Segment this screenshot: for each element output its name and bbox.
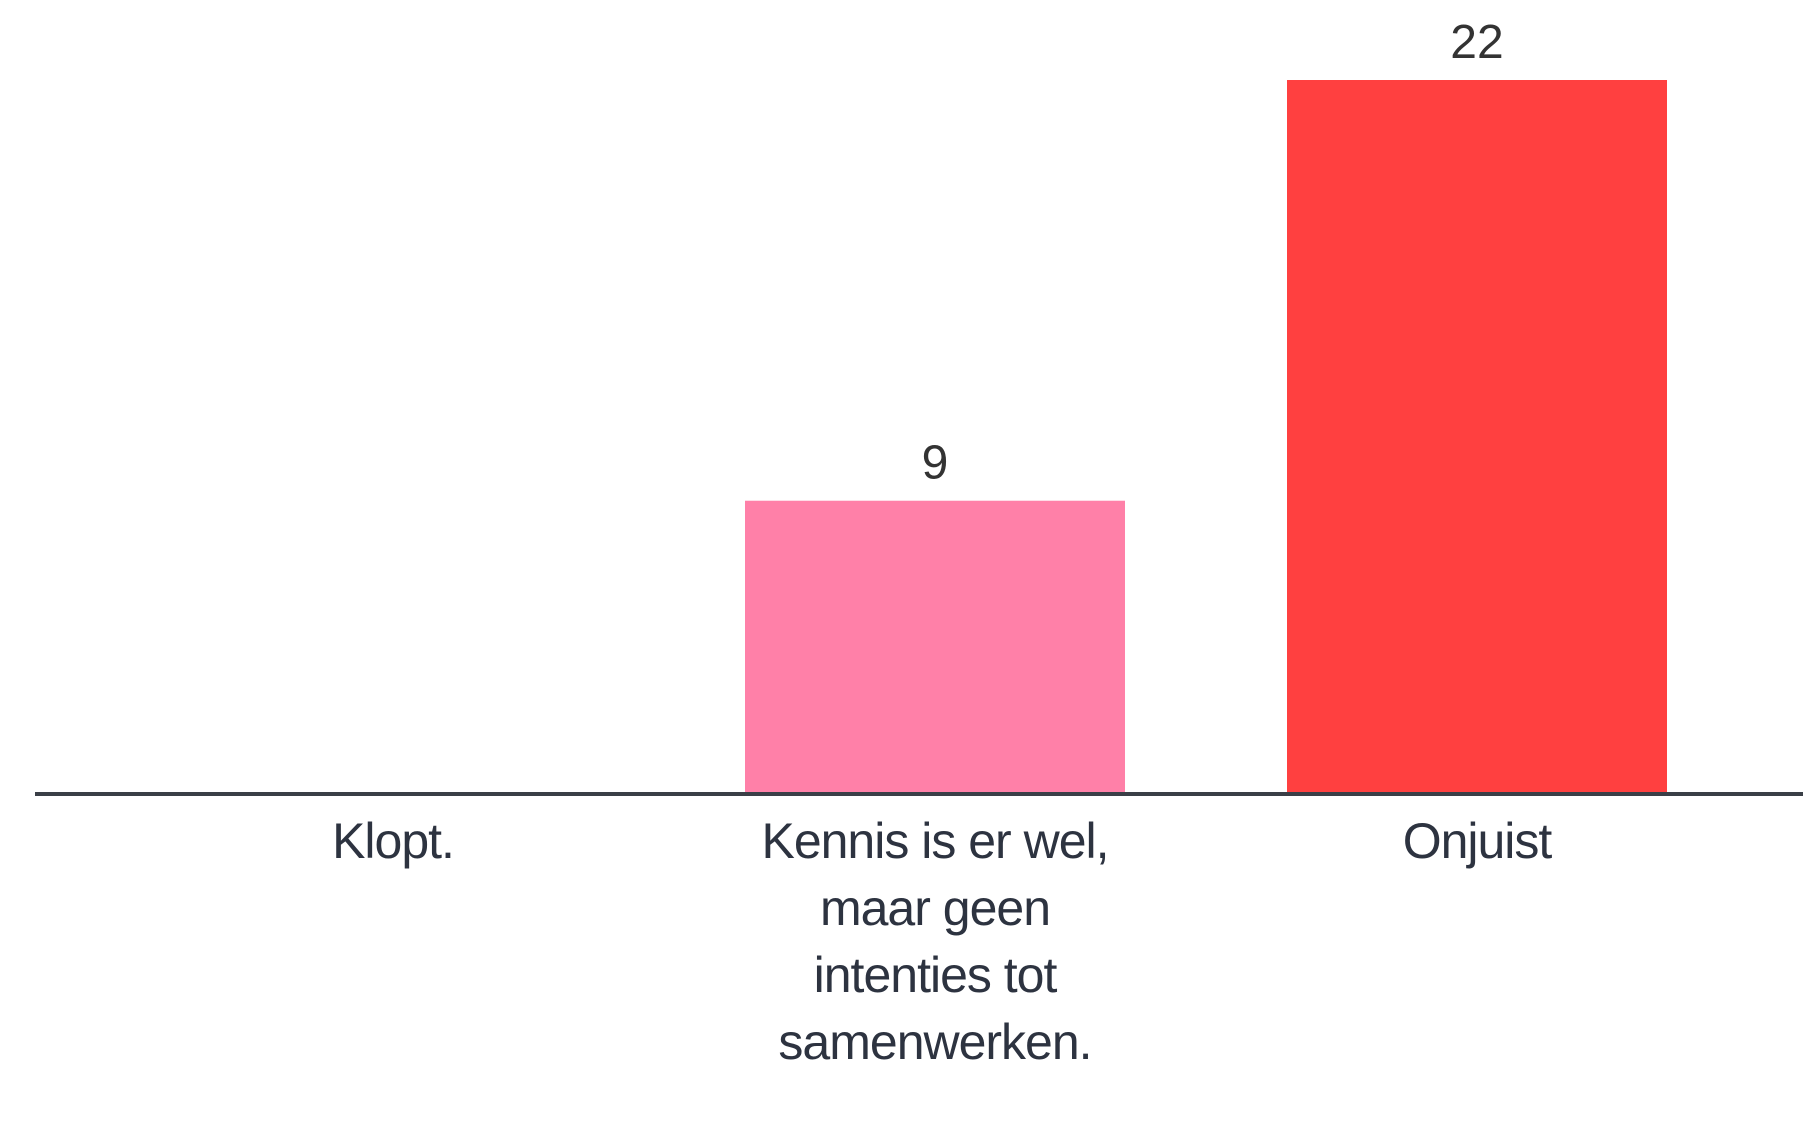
value-label: 22	[1450, 16, 1503, 69]
value-label: 9	[922, 437, 949, 490]
bar	[1287, 80, 1667, 792]
x-tick-label: Onjuist	[1402, 813, 1553, 869]
bar	[745, 500, 1125, 792]
x-tick-label: Klopt.	[332, 813, 455, 869]
x-tick-label: Kennis is er wel, maar geen intenties to…	[761, 813, 1109, 1070]
